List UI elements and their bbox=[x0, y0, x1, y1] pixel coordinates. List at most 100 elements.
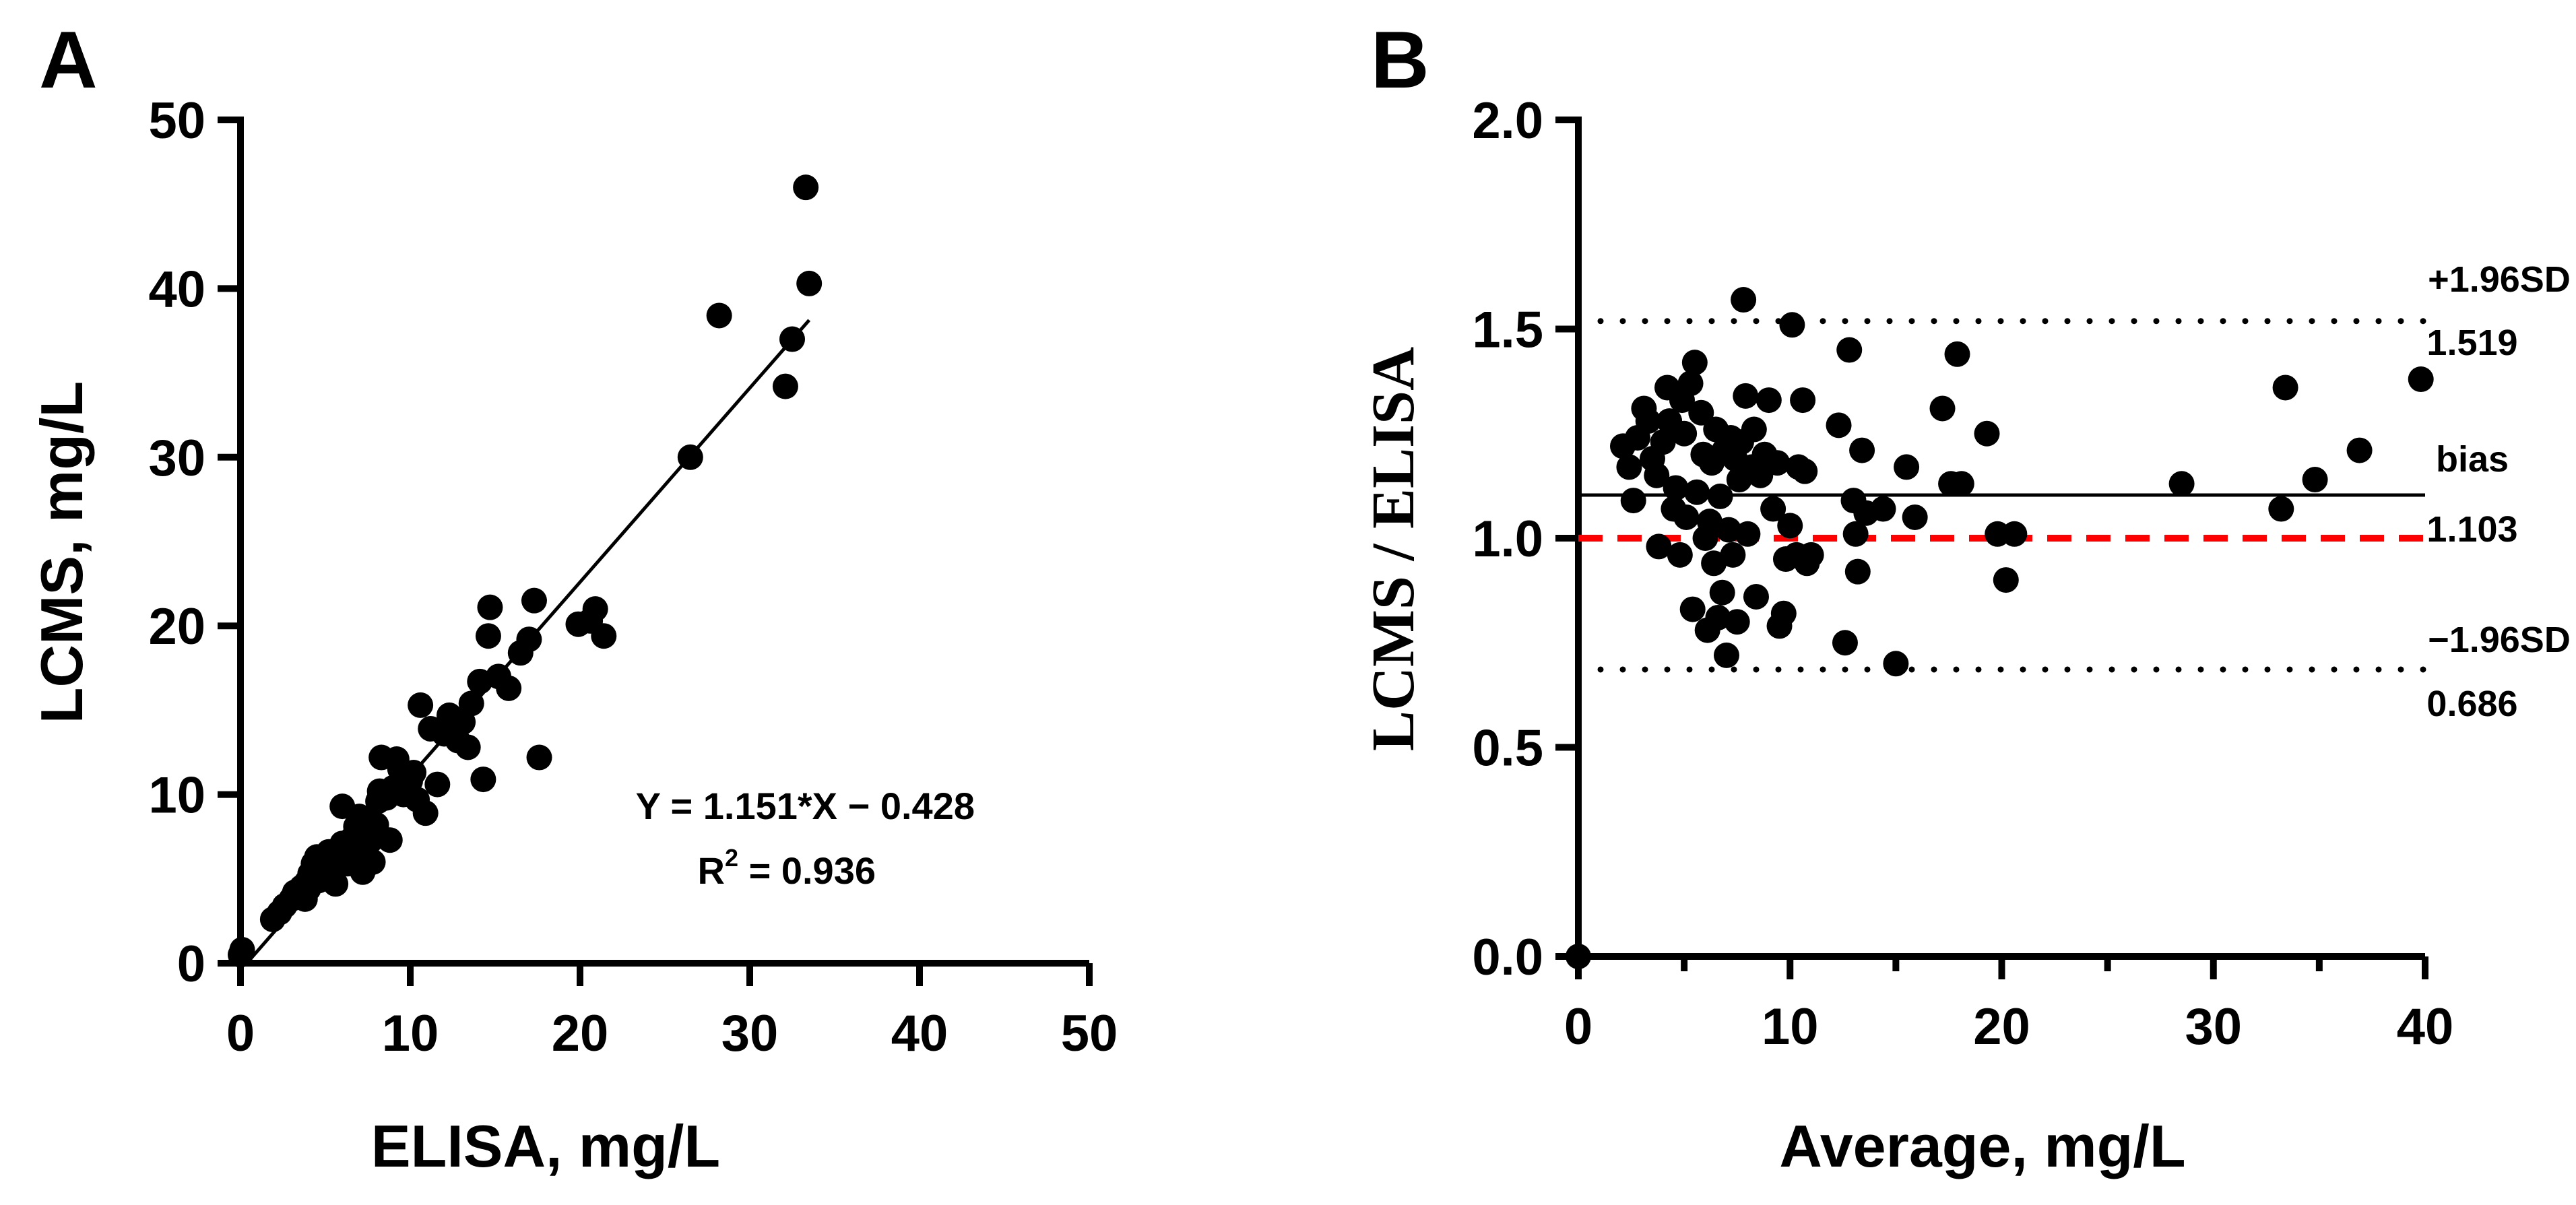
data-point bbox=[1779, 312, 1805, 338]
data-point bbox=[323, 871, 349, 897]
y-tick-label: 0.0 bbox=[1472, 929, 1543, 986]
data-point bbox=[591, 623, 617, 649]
data-point bbox=[455, 734, 481, 760]
data-point bbox=[1883, 651, 1909, 677]
bias-label: bias bbox=[2436, 439, 2509, 480]
data-point bbox=[1844, 558, 1871, 585]
x-tick-label: 20 bbox=[1973, 998, 2030, 1055]
panel-b-points bbox=[1566, 287, 2434, 969]
data-point bbox=[475, 623, 501, 649]
data-point bbox=[1720, 542, 1746, 568]
data-point bbox=[582, 596, 608, 622]
data-point bbox=[2001, 521, 2028, 547]
panel-b-axes: 0 10 20 30 40 0.0 0.5 1.0 1.5 2.0 bbox=[1472, 92, 2453, 1055]
y-tick-label: 1.0 bbox=[1472, 511, 1543, 568]
y-tick-label: 50 bbox=[148, 92, 205, 150]
panel-a-points bbox=[228, 174, 823, 968]
data-point bbox=[377, 827, 403, 853]
x-tick-label: 0 bbox=[226, 1005, 255, 1062]
data-point bbox=[1849, 437, 1875, 463]
data-point bbox=[2408, 366, 2434, 393]
data-point bbox=[793, 174, 819, 201]
x-tick-label: 30 bbox=[721, 1005, 779, 1062]
data-point bbox=[1681, 350, 1708, 376]
y-tick-label: 30 bbox=[148, 430, 205, 487]
data-point bbox=[412, 800, 439, 826]
data-point bbox=[408, 692, 434, 718]
panel-a-axes: 0 10 20 30 40 50 0 10 20 30 40 50 bbox=[148, 92, 1118, 1062]
data-point bbox=[424, 771, 451, 797]
data-point bbox=[1770, 600, 1797, 626]
data-point bbox=[1832, 630, 1858, 656]
data-point bbox=[2272, 374, 2298, 401]
y-tick-label: 2.0 bbox=[1472, 92, 1543, 150]
bias-value: 1.103 bbox=[2426, 509, 2517, 550]
data-point bbox=[516, 626, 542, 653]
data-point bbox=[1760, 496, 1786, 522]
data-point bbox=[1756, 387, 1782, 414]
data-point bbox=[1974, 420, 2000, 447]
data-point bbox=[1716, 517, 1742, 543]
x-tick-label: 40 bbox=[2397, 998, 2454, 1055]
data-point bbox=[1798, 542, 1824, 568]
data-point bbox=[477, 594, 503, 620]
data-point bbox=[1677, 370, 1704, 397]
y-tick-label: 0.5 bbox=[1472, 720, 1543, 777]
data-point bbox=[1777, 513, 1803, 539]
data-point bbox=[1826, 412, 1852, 438]
data-point bbox=[1709, 579, 1735, 606]
data-point bbox=[1743, 583, 1769, 610]
y-tick-label: 40 bbox=[148, 261, 205, 318]
data-point bbox=[1790, 387, 1816, 414]
data-point bbox=[458, 690, 484, 717]
data-point bbox=[1792, 458, 1818, 484]
panel-a-equation: Y = 1.151*X − 0.428 bbox=[636, 785, 975, 827]
data-point bbox=[1713, 642, 1739, 668]
data-point bbox=[1993, 567, 2019, 593]
panel-b-label: B bbox=[1371, 15, 1429, 105]
lower-limit-value: 0.686 bbox=[2426, 684, 2517, 724]
data-point bbox=[1683, 479, 1710, 505]
data-point bbox=[796, 270, 823, 296]
y-tick-label: 1.5 bbox=[1472, 302, 1543, 359]
data-point bbox=[2268, 496, 2294, 522]
data-point bbox=[1566, 944, 1591, 969]
data-point bbox=[677, 444, 703, 470]
data-point bbox=[1701, 550, 1727, 577]
data-point bbox=[1671, 420, 1698, 447]
data-point bbox=[526, 744, 552, 771]
data-point bbox=[521, 587, 547, 614]
panel-b: B 0 10 20 30 40 0.0 0.5 1.0 1.5 2.0 +1.96SD 1.519… bbox=[1360, 15, 2571, 1179]
data-point bbox=[229, 936, 255, 963]
data-point bbox=[1724, 609, 1750, 635]
data-point bbox=[1688, 399, 1714, 426]
panel-b-y-axis-title: LCMS / ELISA bbox=[1360, 347, 1427, 751]
panel-a-r2: R2 = 0.936 bbox=[698, 844, 876, 892]
data-point bbox=[1696, 509, 1722, 535]
x-tick-label: 50 bbox=[1061, 1005, 1118, 1062]
data-point bbox=[360, 849, 386, 875]
panel-a: A 0 10 20 30 40 50 0 10 20 30 40 50 Y = 1.151*X − 0… bbox=[28, 15, 1118, 1179]
panel-a-x-axis-title: ELISA, mg/L bbox=[371, 1113, 720, 1179]
data-point bbox=[1644, 462, 1670, 488]
data-point bbox=[1667, 542, 1693, 568]
x-tick-label: 30 bbox=[2185, 998, 2242, 1055]
panel-b-x-axis-title: Average, mg/L bbox=[1779, 1113, 2185, 1179]
data-point bbox=[1646, 533, 1672, 560]
data-point bbox=[1620, 488, 1646, 514]
data-point bbox=[1663, 475, 1689, 501]
data-point bbox=[1635, 408, 1661, 434]
data-point bbox=[1929, 395, 1956, 422]
y-tick-label: 20 bbox=[148, 598, 205, 655]
panel-a-y-axis-title: LCMS, mg/L bbox=[28, 381, 95, 723]
data-point bbox=[1894, 454, 1920, 480]
data-point bbox=[772, 373, 798, 399]
data-point bbox=[1902, 504, 1928, 530]
upper-limit-value: 1.519 bbox=[2426, 323, 2517, 363]
data-point bbox=[496, 675, 522, 701]
data-point bbox=[2168, 471, 2195, 497]
data-point bbox=[1842, 521, 1869, 547]
x-tick-label: 10 bbox=[382, 1005, 439, 1062]
data-point bbox=[1836, 337, 1863, 363]
